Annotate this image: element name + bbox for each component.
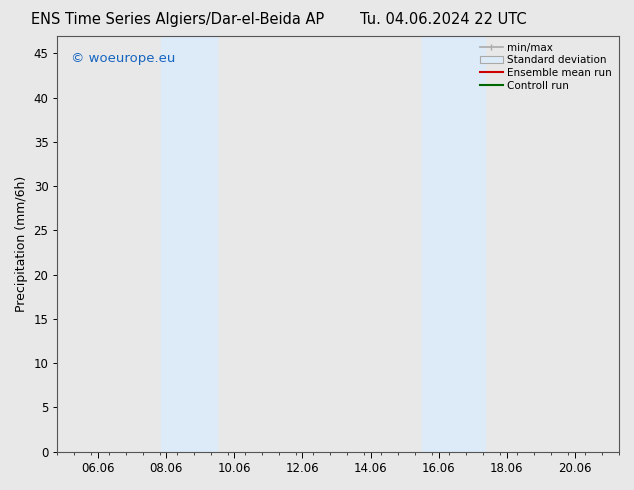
Text: ENS Time Series Algiers/Dar-el-Beida AP: ENS Time Series Algiers/Dar-el-Beida AP xyxy=(31,12,324,27)
Bar xyxy=(422,36,484,452)
Y-axis label: Precipitation (mm/6h): Precipitation (mm/6h) xyxy=(15,175,28,312)
Text: © woeurope.eu: © woeurope.eu xyxy=(72,52,176,65)
Legend: min/max, Standard deviation, Ensemble mean run, Controll run: min/max, Standard deviation, Ensemble me… xyxy=(478,41,614,93)
Bar xyxy=(160,36,217,452)
Text: Tu. 04.06.2024 22 UTC: Tu. 04.06.2024 22 UTC xyxy=(361,12,527,27)
